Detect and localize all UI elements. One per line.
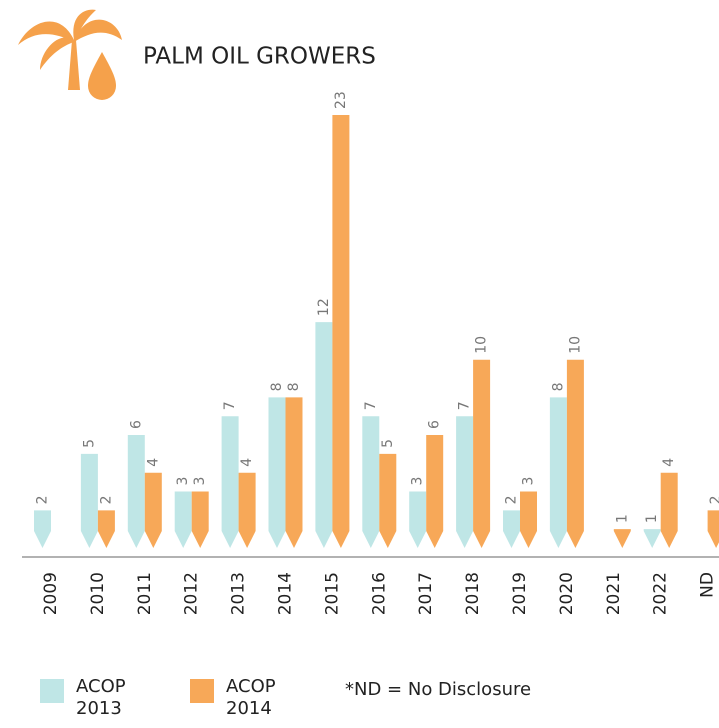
bar [332, 115, 350, 548]
bar [503, 510, 520, 548]
bar [285, 397, 303, 548]
bar [426, 435, 444, 548]
value-label: 2 [504, 495, 520, 504]
value-label: 3 [175, 477, 191, 486]
value-label: 4 [239, 458, 255, 467]
x-tick-label: 2016 [369, 572, 389, 615]
value-label: 5 [380, 439, 396, 448]
bar [315, 322, 333, 548]
bar [127, 435, 145, 548]
value-label: 10 [567, 336, 583, 354]
value-label: 7 [457, 401, 473, 410]
bar [80, 453, 98, 548]
bar [144, 472, 162, 548]
x-tick-label: 2011 [135, 572, 155, 615]
annotation: *ND = No Disclosure [345, 679, 532, 700]
value-label: 3 [410, 477, 426, 486]
palm-icon [18, 9, 122, 100]
bar [707, 510, 719, 548]
value-label: 12 [316, 298, 332, 316]
bar [613, 529, 631, 548]
legend-label: ACOP 2014 [226, 676, 276, 719]
value-label: 8 [269, 382, 285, 391]
x-tick-label: 2020 [557, 572, 577, 615]
x-tick-label: 2018 [463, 572, 483, 615]
bar [566, 359, 584, 548]
x-tick-label: 2022 [651, 572, 671, 615]
value-label: 2 [708, 495, 719, 504]
bar [97, 510, 115, 548]
x-tick-label: 2010 [88, 572, 108, 615]
bar [379, 453, 397, 548]
value-label: 7 [363, 401, 379, 410]
x-tick-label: 2014 [276, 572, 296, 615]
value-label: 4 [661, 458, 677, 467]
x-tick-label: 2017 [416, 572, 436, 615]
bar [34, 510, 51, 548]
bar [221, 416, 239, 548]
x-tick-label: 2012 [182, 572, 202, 615]
value-label: 1 [644, 514, 660, 523]
value-label: 23 [333, 91, 349, 109]
legend-label: ACOP 2013 [76, 676, 126, 719]
bar [660, 472, 678, 548]
legend-swatch [40, 679, 64, 703]
value-label: 1 [614, 514, 630, 523]
bar [473, 359, 491, 548]
bar [238, 472, 256, 548]
value-label: 7 [222, 401, 238, 410]
value-label: 5 [81, 439, 97, 448]
value-label: 3 [521, 477, 537, 486]
bar [456, 416, 474, 548]
x-tick-label: ND [698, 572, 718, 598]
x-tick-label: 2021 [604, 572, 624, 615]
chart-title: PALM OIL GROWERS [143, 44, 376, 70]
value-label: 8 [286, 382, 302, 391]
x-tick-label: 2013 [229, 572, 249, 615]
bar [549, 397, 567, 548]
bar [520, 491, 537, 548]
bar [174, 491, 192, 548]
bar [191, 491, 209, 548]
x-tick-label: 2009 [41, 572, 61, 615]
bar [643, 529, 661, 548]
value-label: 10 [474, 336, 490, 354]
value-label: 3 [192, 477, 208, 486]
x-tick-label: 2015 [322, 572, 342, 615]
bar [268, 397, 286, 548]
value-label: 2 [35, 495, 51, 504]
value-label: 6 [128, 420, 144, 429]
legend-swatch [190, 679, 214, 703]
value-label: 8 [550, 382, 566, 391]
value-label: 4 [145, 458, 161, 467]
x-tick-label: 2019 [510, 572, 530, 615]
bar [409, 491, 427, 548]
value-label: 6 [427, 420, 443, 429]
value-label: 2 [98, 495, 114, 504]
bar [362, 416, 380, 548]
